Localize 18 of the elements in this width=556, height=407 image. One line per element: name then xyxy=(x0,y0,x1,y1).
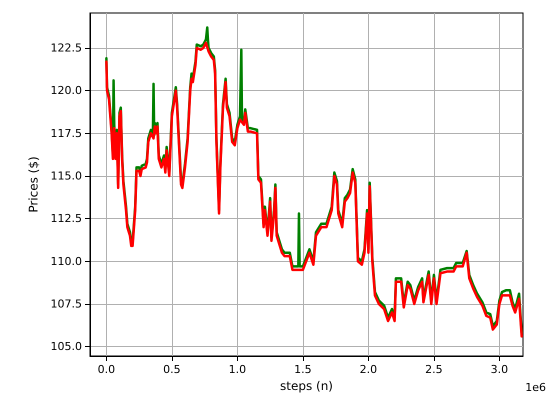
x-axis-title: steps (n) xyxy=(280,379,333,393)
y-tick-label: 107.5 xyxy=(50,297,82,310)
y-axis-title: Prices ($) xyxy=(26,156,41,213)
y-tick-label: 110.0 xyxy=(50,254,82,268)
text: 1e6 xyxy=(525,381,546,394)
y-tick-label: 115.0 xyxy=(50,169,82,182)
x-tick-label: 0.0 xyxy=(98,363,116,376)
y-tick-label: 112.5 xyxy=(50,212,82,226)
y-tick-label: 120.0 xyxy=(50,84,82,98)
y-tick-label: 122.5 xyxy=(50,41,82,54)
x-tick-label: 2.0 xyxy=(360,363,378,376)
x-tick-label: 3.0 xyxy=(490,363,508,376)
x-tick-label: 0.5 xyxy=(163,363,181,376)
x-tick-label: 2.5 xyxy=(425,363,443,376)
x-tick-label: 1.0 xyxy=(228,363,246,376)
y-tick-label: 117.5 xyxy=(50,126,82,140)
x-tick-label: 1.5 xyxy=(294,363,312,376)
y-tick-label: 105.0 xyxy=(50,340,82,354)
